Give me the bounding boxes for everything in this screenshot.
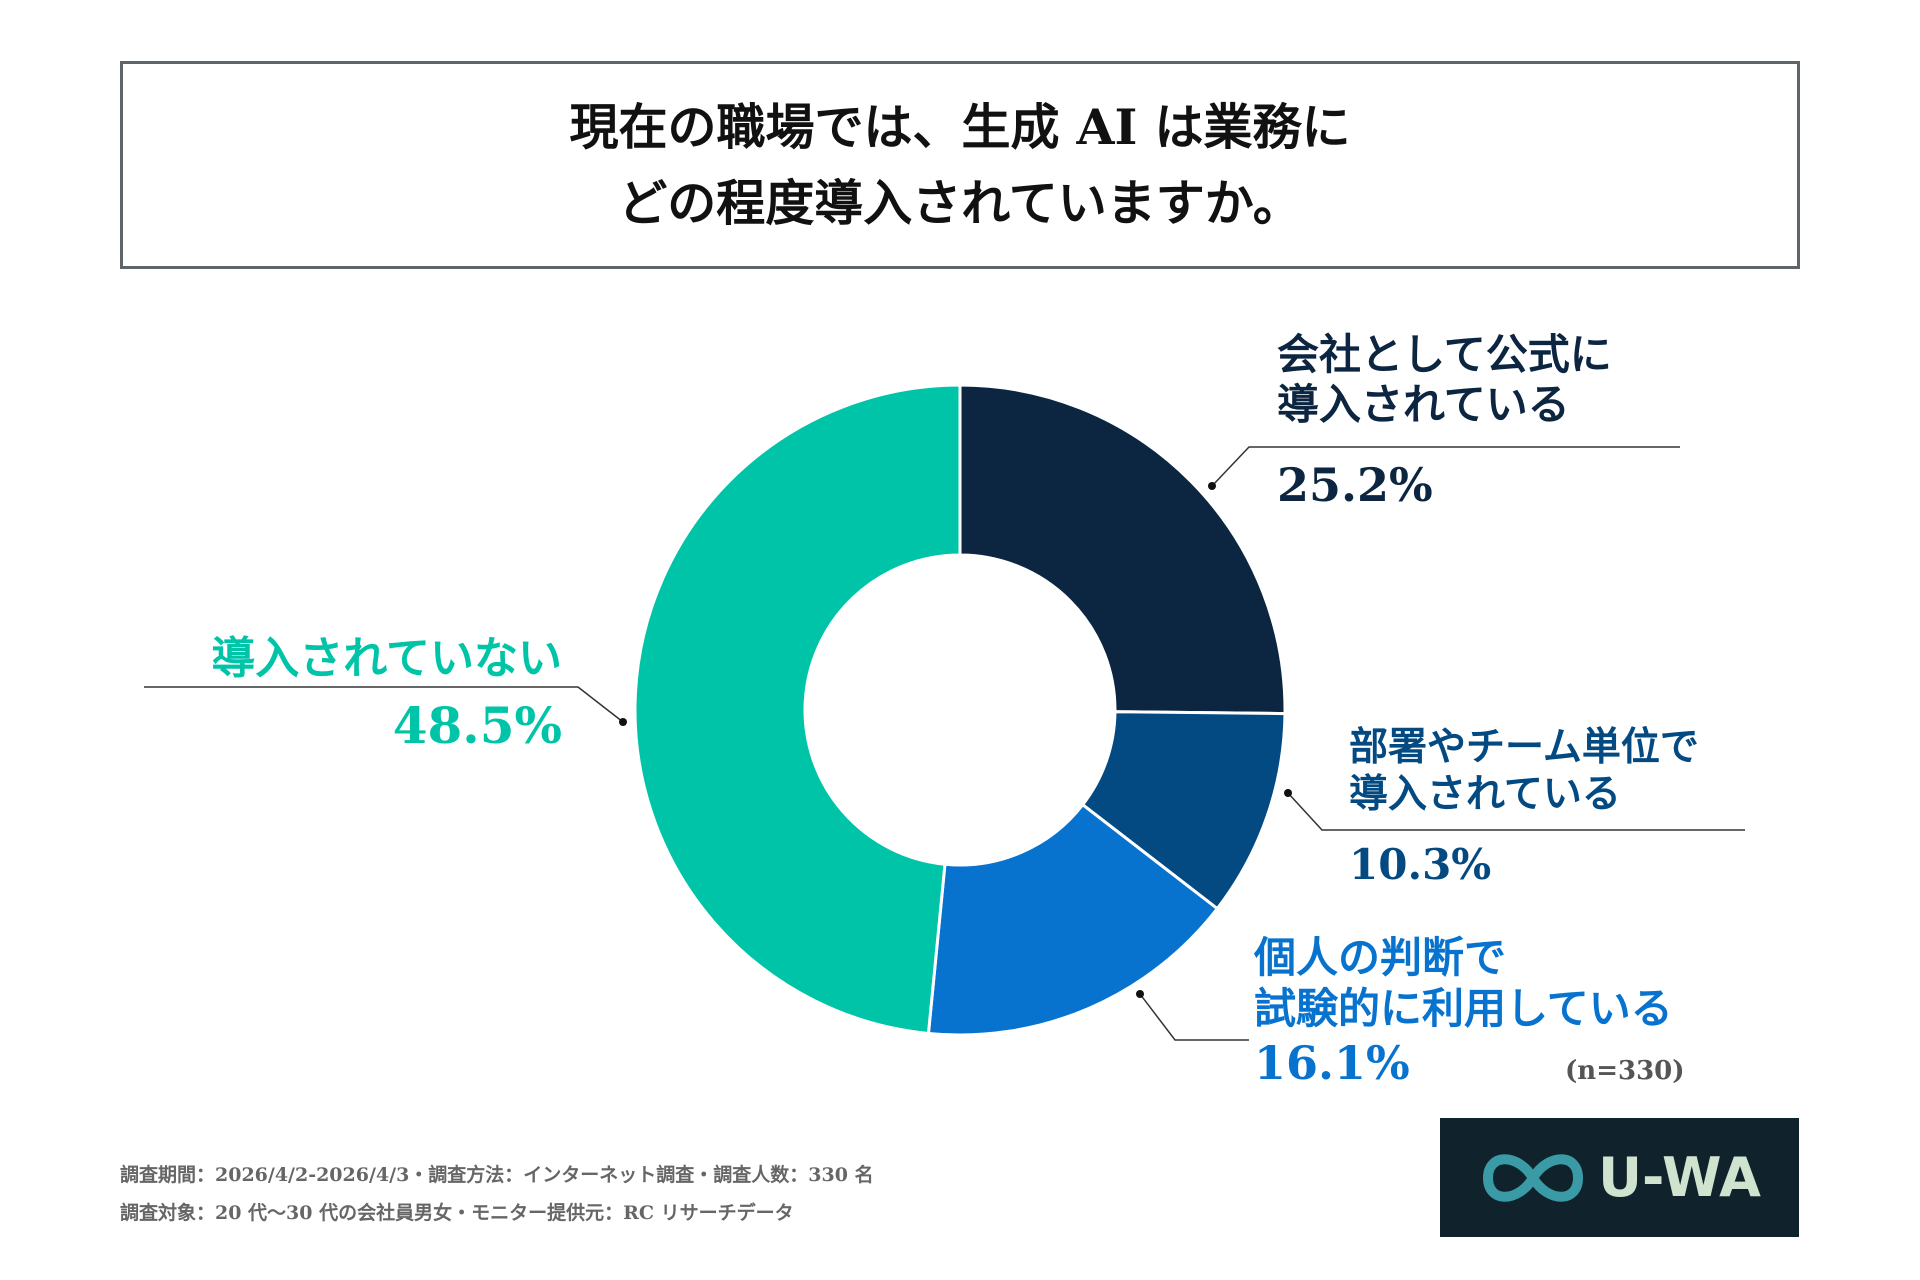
leader-line-1 <box>1287 792 1745 831</box>
title-box: 現在の職場では、生成 AI は業務に どの程度導入されていますか。 <box>120 61 1800 269</box>
leader-line-3 <box>144 686 624 723</box>
slice-label-1-line-2: 導入されている <box>1349 771 1621 817</box>
leader-dot-3 <box>619 718 627 726</box>
slice-label-0-line-2: 導入されている <box>1277 380 1570 429</box>
slice-label-1: 部署やチーム単位で 導入されている <box>1349 724 1699 818</box>
slice-value-0: 25.2% <box>1277 458 1433 512</box>
slice-label-1-line-1: 部署やチーム単位で <box>1349 724 1699 770</box>
logo: U-WA <box>1440 1118 1799 1237</box>
slice-label-0-line-1: 会社として公式に <box>1277 330 1612 379</box>
logo-text: U-WA <box>1598 1146 1761 1209</box>
slice-value-1: 10.3% <box>1349 840 1492 889</box>
slice-label-2-line-1: 個人の判断で <box>1254 933 1507 982</box>
title-line-2: どの程度導入されていますか。 <box>618 174 1302 232</box>
slice-label-3: 導入されていない <box>211 633 562 684</box>
sample-size: (n=330) <box>1565 1056 1685 1086</box>
slice-label-0: 会社として公式に 導入されている <box>1277 330 1612 430</box>
slice-label-2: 個人の判断で 試験的に利用している <box>1254 932 1673 1034</box>
leader-line-2 <box>1139 993 1249 1041</box>
slice-value-3: 48.5% <box>392 696 562 755</box>
footer-survey-info: 調査期間：2026/4/2-2026/4/3・調査方法：インターネット調査・調査… <box>120 1164 874 1186</box>
leader-dot-0 <box>1208 482 1216 490</box>
donut-slice-3 <box>633 383 962 1036</box>
leader-line-0 <box>1211 446 1680 487</box>
slice-value-2: 16.1% <box>1254 1036 1410 1090</box>
slice-label-2-line-2: 試験的に利用している <box>1254 984 1673 1033</box>
leader-dot-2 <box>1136 990 1144 998</box>
leader-dot-1 <box>1284 789 1292 797</box>
footer-survey-target: 調査対象：20 代〜30 代の会社員男女・モニター提供元：RC リサーチデータ <box>120 1202 794 1224</box>
donut-slice-0 <box>958 383 1287 716</box>
infinity-icon <box>1483 1153 1584 1202</box>
donut-slice-2 <box>926 802 1220 1037</box>
title-line-1: 現在の職場では、生成 AI は業務に <box>569 98 1351 156</box>
